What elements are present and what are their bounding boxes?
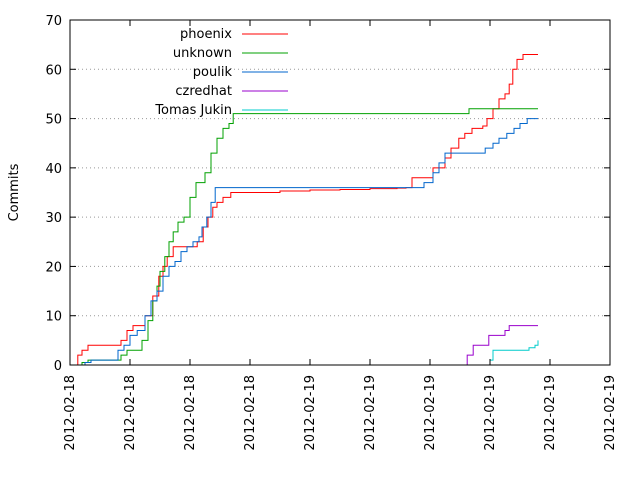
y-tick-label: 30 bbox=[45, 211, 62, 226]
y-tick-label: 20 bbox=[45, 260, 62, 275]
series-line-4 bbox=[487, 340, 539, 366]
x-tick-label: 2012-02-18 bbox=[183, 375, 198, 451]
series-lines bbox=[74, 54, 539, 366]
series-line-3 bbox=[463, 325, 538, 366]
y-tick-label: 0 bbox=[54, 359, 62, 374]
legend-label: phoenix bbox=[180, 27, 232, 42]
y-tick-label: 10 bbox=[45, 310, 62, 325]
legend-label: unknown bbox=[173, 46, 232, 61]
legend-label: poulik bbox=[193, 65, 233, 80]
series-line-2 bbox=[77, 118, 538, 366]
x-tick-label: 2012-02-19 bbox=[303, 375, 318, 451]
x-tick-label: 2012-02-19 bbox=[603, 375, 618, 451]
y-tick-label: 50 bbox=[45, 113, 62, 128]
x-tick-label: 2012-02-18 bbox=[243, 375, 258, 451]
grid-lines bbox=[70, 68, 610, 317]
series-line-0 bbox=[74, 54, 538, 366]
legend-label: Tomas Jukin bbox=[154, 103, 232, 118]
x-tick-label: 2012-02-19 bbox=[543, 375, 558, 451]
plot-frame bbox=[69, 19, 611, 366]
x-tick-label: 2012-02-18 bbox=[63, 375, 78, 451]
x-tick-label: 2012-02-18 bbox=[123, 375, 138, 451]
x-axis-ticks: 2012-02-18 2012-02-18 2012-02-18 2012-02-18… bbox=[63, 20, 618, 451]
legend: phoenix unknown poulik czredhat Tomas Jukin bbox=[154, 27, 288, 118]
x-tick-label: 2012-02-19 bbox=[363, 375, 378, 451]
series-line-1 bbox=[77, 108, 538, 366]
y-axis-ticks: 0 10 20 30 40 50 60 70 bbox=[45, 14, 610, 374]
x-tick-label: 2012-02-19 bbox=[423, 375, 438, 451]
y-tick-label: 70 bbox=[45, 14, 62, 29]
legend-label: czredhat bbox=[175, 84, 232, 99]
y-tick-label: 60 bbox=[45, 63, 62, 78]
y-tick-label: 40 bbox=[45, 162, 62, 177]
x-tick-label: 2012-02-19 bbox=[483, 375, 498, 451]
y-axis-label: Commits bbox=[7, 163, 22, 221]
